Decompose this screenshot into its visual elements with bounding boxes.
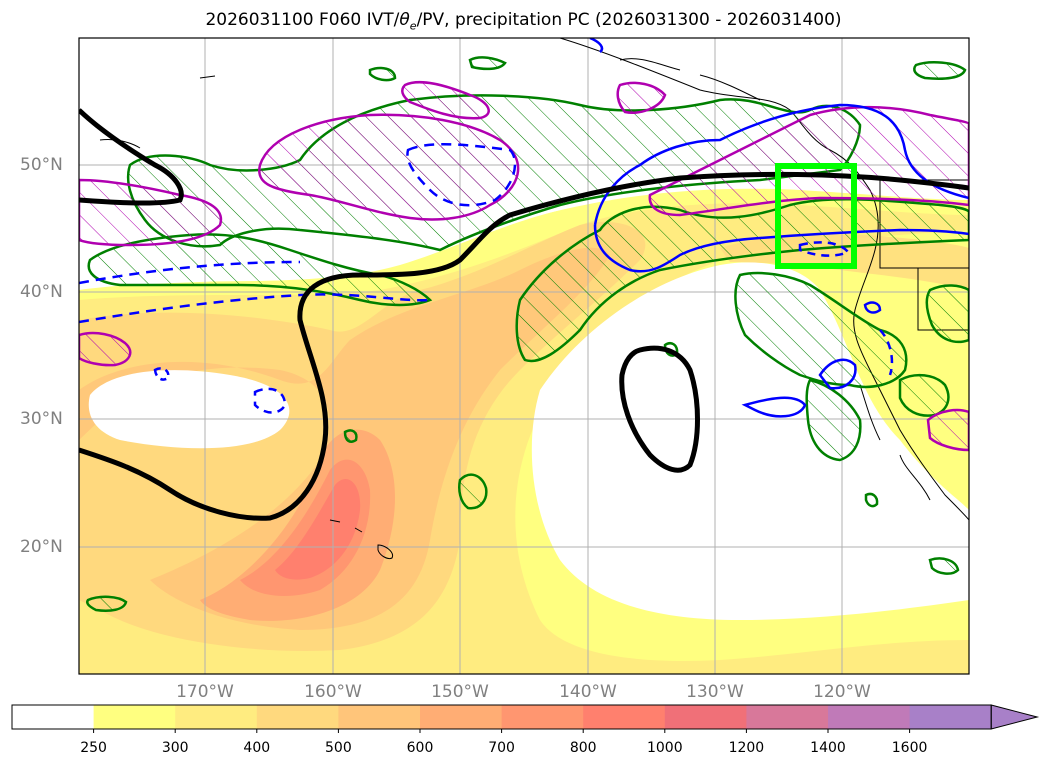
colorbar-segment	[501, 705, 584, 729]
colorbar-segment	[175, 705, 258, 729]
colorbar-segment	[420, 705, 503, 729]
colorbar-tick-label: 700	[488, 740, 515, 756]
colorbar-tick-label: 400	[243, 740, 271, 756]
colorbar	[11, 704, 1040, 733]
colorbar-segment	[583, 705, 666, 729]
colorbar-segment	[746, 705, 829, 729]
colorbar-segment	[12, 705, 95, 729]
colorbar-tick-label: 300	[161, 740, 189, 756]
colorbar-tick-label: 1200	[728, 740, 765, 756]
colorbar-extend-arrow	[990, 704, 1040, 730]
lon-label-140w: 140°W	[559, 682, 617, 702]
colorbar-tick-label: 1400	[810, 740, 846, 756]
colorbar-segment	[664, 705, 747, 729]
precip-pc-negative	[79, 81, 969, 452]
lon-label-130w: 130°W	[686, 682, 744, 702]
theta-e-contours	[79, 108, 969, 521]
colorbar-segment	[828, 705, 911, 729]
colorbar-tick-label: 250	[80, 740, 107, 756]
colorbar-segment	[256, 705, 339, 729]
pv-contours	[79, 38, 969, 418]
colorbar-segment	[93, 705, 176, 729]
lon-label-170w: 170°W	[176, 682, 234, 702]
map-frame	[78, 37, 970, 675]
colorbar-tick-label: 800	[569, 740, 597, 756]
lat-label-30n: 30°N	[20, 409, 63, 429]
lat-label-40n: 40°N	[20, 282, 63, 302]
figure-title: 2026031100 F060 IVT/θe/PV, precipitation…	[205, 10, 842, 33]
lat-label-20n: 20°N	[20, 537, 63, 557]
colorbar-tick-label: 1600	[891, 740, 928, 756]
colorbar-segment	[909, 705, 992, 729]
colorbar-tick-label: 600	[406, 740, 434, 756]
colorbar-tick-label: 1000	[646, 740, 683, 756]
lon-label-120w: 120°W	[813, 682, 871, 702]
target-region-box	[775, 163, 857, 269]
colorbar-segment	[338, 705, 421, 729]
colorbar-tick-label: 500	[325, 740, 352, 756]
lat-label-50n: 50°N	[20, 155, 63, 175]
lon-label-150w: 150°W	[431, 682, 489, 702]
lon-label-160w: 160°W	[304, 682, 362, 702]
